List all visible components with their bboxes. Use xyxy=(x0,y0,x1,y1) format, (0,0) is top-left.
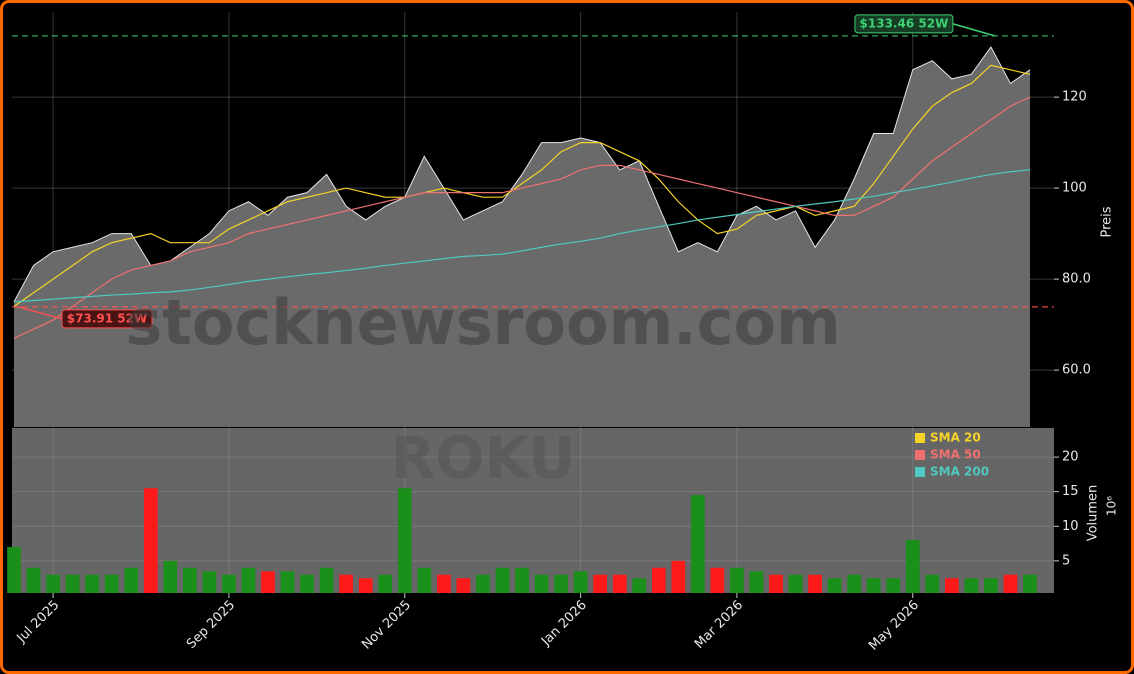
annotation-arrow xyxy=(952,23,996,37)
y-axis-label: Preis xyxy=(1100,206,1115,237)
y-tick-label: 15 xyxy=(1062,484,1079,499)
price-area xyxy=(14,47,1030,427)
volume-bar xyxy=(104,574,119,593)
volume-bar xyxy=(163,560,178,593)
volume-bar xyxy=(222,574,236,593)
annotation-label: $133.46 52W xyxy=(860,16,949,30)
volume-bar xyxy=(847,574,861,593)
y-tick-label: 120 xyxy=(1062,90,1087,105)
volume-bar xyxy=(671,560,686,593)
volume-bar xyxy=(651,567,666,593)
y-tick-label: 20 xyxy=(1062,450,1079,465)
volume-bar xyxy=(573,571,588,593)
symbol-watermark: ROKU xyxy=(391,424,576,492)
y-tick-label: 10 xyxy=(1062,519,1079,534)
volume-bar xyxy=(1023,574,1037,593)
volume-bar xyxy=(964,578,979,593)
volume-bar xyxy=(358,578,373,593)
volume-bar xyxy=(515,567,529,593)
volume-bar xyxy=(984,578,998,593)
volume-bar xyxy=(534,574,549,593)
x-tick-label: Nov 2025 xyxy=(359,598,414,653)
x-tick-label: Mar 2026 xyxy=(692,598,746,652)
x-tick-label: May 2026 xyxy=(866,598,922,654)
volume-axis-label: Volumen xyxy=(1086,485,1101,542)
annotation-box xyxy=(61,309,153,329)
volume-bar xyxy=(319,567,334,593)
volume-bar xyxy=(85,574,99,593)
x-tick-label: Jan 2026 xyxy=(538,598,590,650)
volume-bar xyxy=(183,567,197,593)
volume-bar xyxy=(769,574,783,593)
volume-bar xyxy=(593,574,607,593)
volume-bar xyxy=(202,571,217,593)
sma-line xyxy=(13,169,1031,303)
volume-panel xyxy=(12,428,1054,593)
annotation-arrow xyxy=(17,306,63,320)
volume-bar xyxy=(886,578,901,593)
volume-bar xyxy=(143,488,158,593)
legend-swatch xyxy=(915,433,925,443)
volume-bar xyxy=(632,578,647,593)
price-line xyxy=(13,46,1031,303)
volume-bar xyxy=(437,574,451,593)
legend-label: SMA 20 xyxy=(930,431,981,445)
volume-bar xyxy=(905,540,920,593)
volume-scale-label: 10⁶ xyxy=(1105,496,1119,516)
annotation-box xyxy=(854,14,954,34)
volume-bar xyxy=(280,571,295,593)
volume-bar xyxy=(65,574,80,593)
volume-bar xyxy=(456,578,471,593)
legend-label: SMA 50 xyxy=(930,448,981,462)
legend-swatch xyxy=(915,467,925,477)
volume-bar xyxy=(339,574,353,593)
x-tick-label: Sep 2025 xyxy=(184,598,238,652)
legend-swatch xyxy=(915,450,925,460)
y-tick-label: 80.0 xyxy=(1062,272,1091,287)
volume-bar xyxy=(300,574,314,593)
volume-bar xyxy=(417,567,432,593)
volume-bar xyxy=(261,571,275,593)
watermark: stocknewsroom.com xyxy=(125,286,840,359)
volume-bar xyxy=(554,574,568,593)
annotation-label: $73.91 52W xyxy=(67,311,147,325)
volume-bar xyxy=(7,547,21,593)
volume-bar xyxy=(612,574,627,593)
volume-bar xyxy=(808,574,822,593)
volume-bar xyxy=(46,574,60,593)
volume-bar xyxy=(495,567,510,593)
y-tick-label: 100 xyxy=(1062,181,1087,196)
sma-line xyxy=(13,96,1031,339)
volume-bar xyxy=(827,578,842,593)
x-tick-label: Jul 2025 xyxy=(14,598,63,647)
y-tick-label: 5 xyxy=(1062,553,1070,568)
volume-bar xyxy=(397,488,412,593)
volume-bar xyxy=(925,574,940,593)
volume-bar xyxy=(749,571,764,593)
volume-bar xyxy=(476,574,490,593)
volume-bar xyxy=(241,567,256,593)
legend-label: SMA 200 xyxy=(930,465,989,479)
volume-bar xyxy=(124,567,139,593)
volume-bar xyxy=(1003,574,1018,593)
sma-line xyxy=(13,64,1031,307)
volume-bar xyxy=(26,567,41,593)
volume-bar xyxy=(730,567,744,593)
volume-bar xyxy=(710,567,725,593)
volume-bar xyxy=(945,578,959,593)
volume-bar xyxy=(378,574,393,593)
y-tick-label: 60.0 xyxy=(1062,363,1091,378)
volume-bar xyxy=(691,495,705,593)
volume-bar xyxy=(866,578,881,593)
volume-bar xyxy=(788,574,803,593)
